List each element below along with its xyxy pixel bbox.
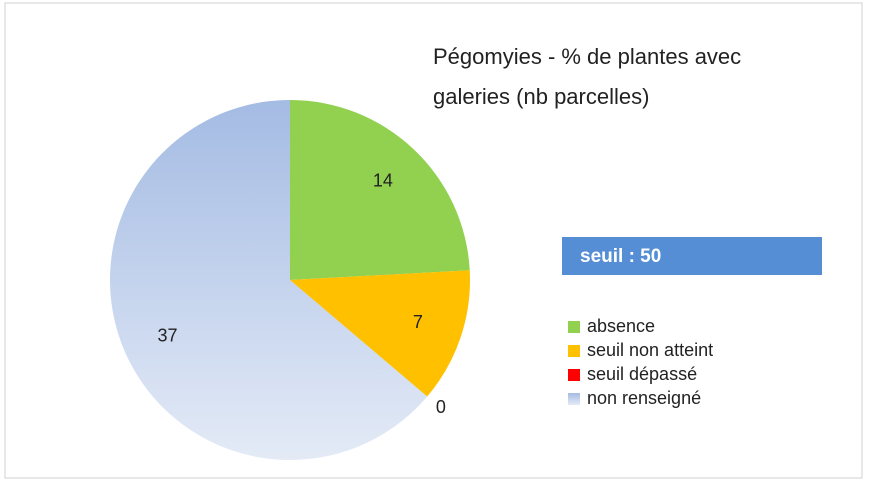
pie-slice — [110, 100, 428, 461]
legend-swatch — [568, 393, 580, 405]
legend-swatch — [568, 345, 580, 357]
chart-title: galeries (nb parcelles) — [433, 84, 649, 109]
pie-slice — [290, 270, 471, 397]
legend-label: seuil dépassé — [587, 364, 697, 384]
legend-swatch — [568, 369, 580, 381]
chart-title: Pégomyies - % de plantes avec — [433, 44, 741, 69]
threshold-label: seuil : 50 — [580, 246, 661, 267]
data-label: 37 — [157, 325, 177, 345]
pie-slice — [290, 100, 470, 280]
data-label: 7 — [413, 312, 423, 332]
threshold-box — [562, 237, 822, 275]
legend-label: absence — [587, 316, 655, 336]
chart-border — [4, 2, 863, 479]
data-label: 14 — [373, 171, 393, 191]
data-label: 0 — [436, 397, 446, 417]
legend-swatch — [568, 321, 580, 333]
legend-label: non renseigné — [587, 388, 701, 408]
legend-label: seuil non atteint — [587, 340, 713, 360]
